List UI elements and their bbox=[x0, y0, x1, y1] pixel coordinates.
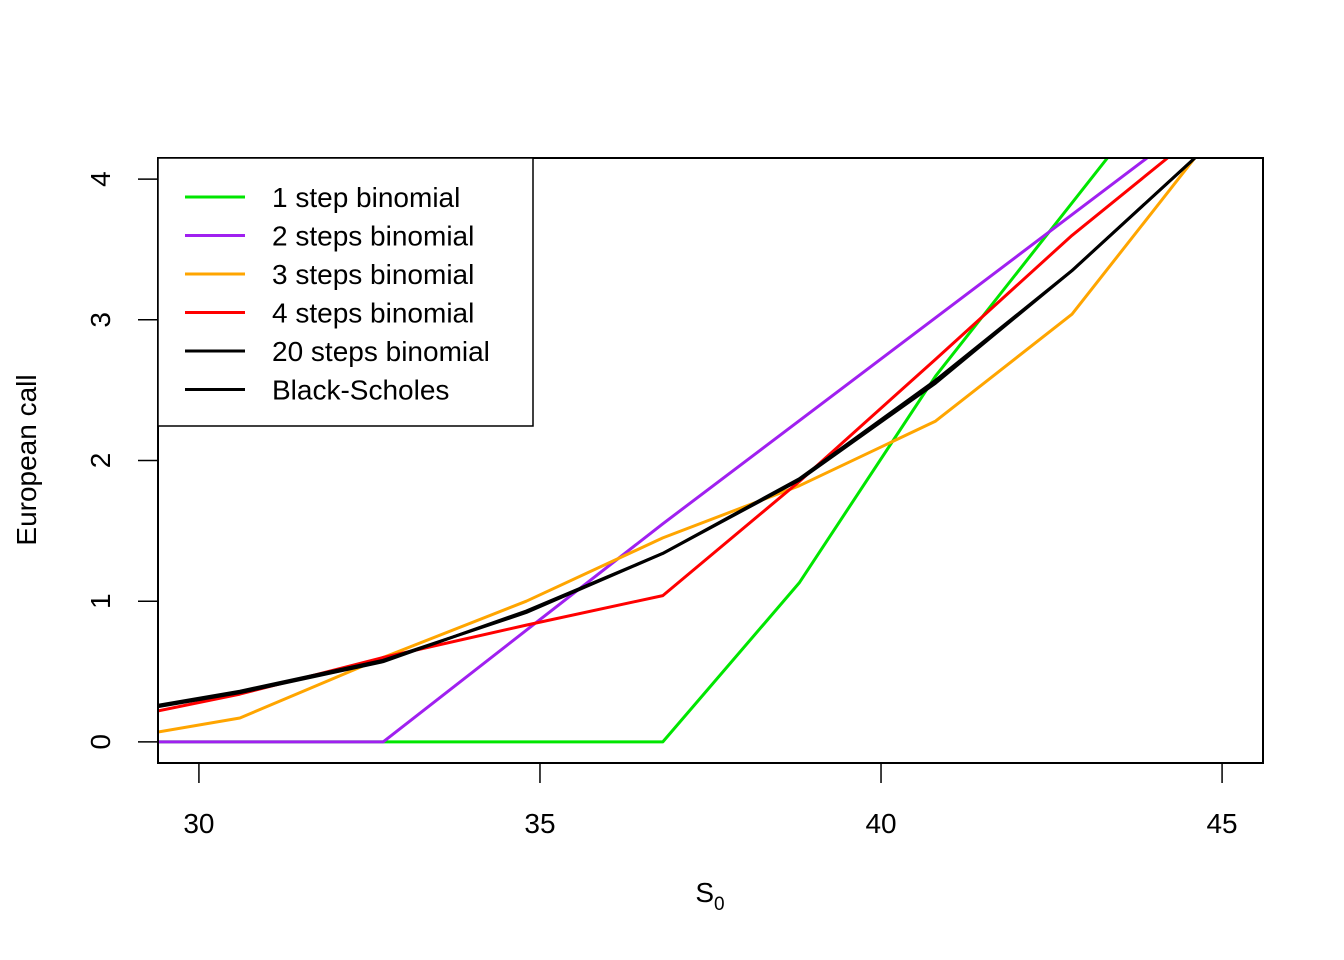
y-tick-label: 1 bbox=[85, 593, 116, 609]
x-axis-label: S0 bbox=[695, 877, 724, 915]
x-tick-label: 30 bbox=[183, 808, 214, 839]
y-tick-label: 0 bbox=[85, 734, 116, 750]
series-line-6 bbox=[158, 158, 1196, 709]
legend-box bbox=[157, 157, 534, 427]
legend-label-3: 3 steps binomial bbox=[272, 259, 474, 290]
x-tick-label: 45 bbox=[1206, 808, 1237, 839]
x-tick-label: 40 bbox=[865, 808, 896, 839]
legend: 1 step binomial 2 steps binomial 3 steps b… bbox=[157, 157, 534, 427]
series-lines bbox=[158, 158, 1196, 744]
legend-label-4: 4 steps binomial bbox=[272, 298, 474, 329]
series-line-2 bbox=[158, 158, 1148, 744]
y-tick-label: 3 bbox=[85, 312, 116, 328]
legend-label-5: 20 steps binomial bbox=[272, 336, 490, 367]
y-axis-label: European call bbox=[11, 374, 42, 545]
y-tick-label: 2 bbox=[85, 453, 116, 469]
x-tick-label: 35 bbox=[524, 808, 555, 839]
series-line-1 bbox=[158, 158, 1110, 744]
y-tick-label: 4 bbox=[85, 171, 116, 187]
y-axis: 0 1 2 3 4 bbox=[85, 171, 159, 750]
series-line-3 bbox=[158, 158, 1196, 734]
legend-label-2: 2 steps binomial bbox=[272, 221, 474, 252]
legend-label-1: 1 step binomial bbox=[272, 182, 460, 213]
x-axis: 30 35 40 45 bbox=[183, 762, 1238, 839]
legend-label-6: Black-Scholes bbox=[272, 375, 449, 406]
